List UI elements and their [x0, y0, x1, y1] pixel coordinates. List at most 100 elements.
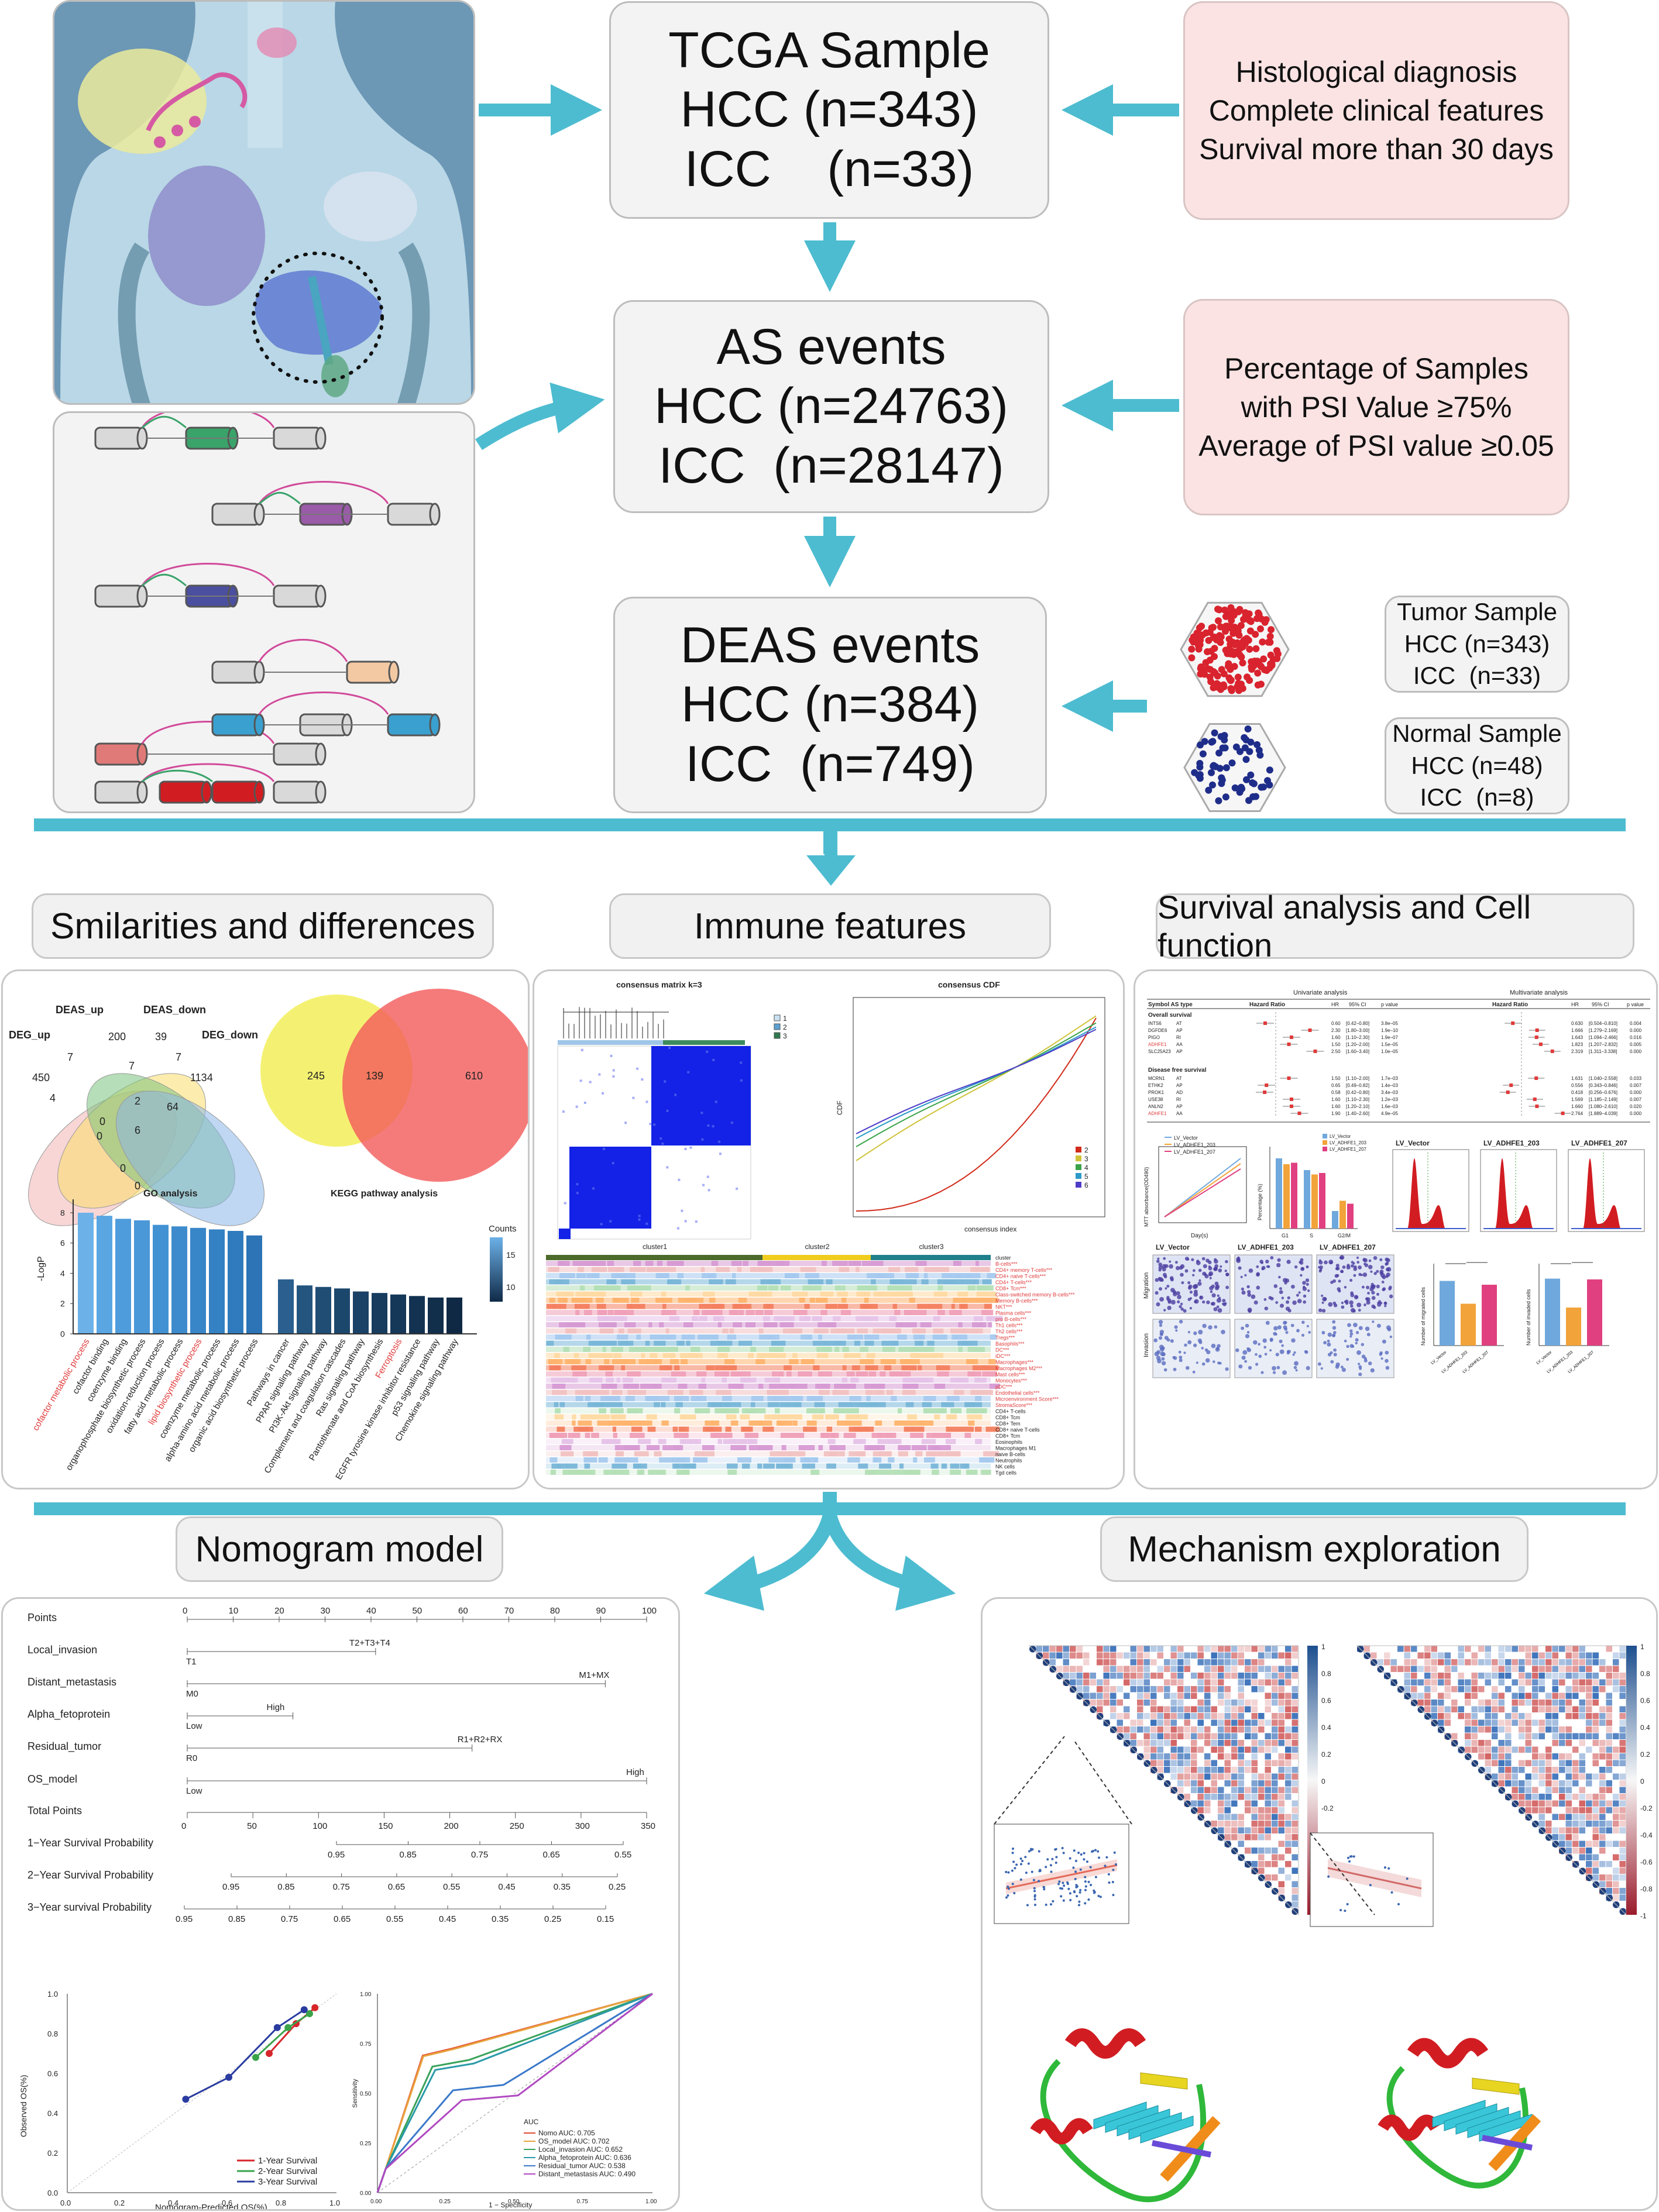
- corr-left-cell: [1278, 1692, 1284, 1699]
- normal-dot: [1205, 786, 1213, 794]
- transwell-cell: [1256, 1285, 1260, 1290]
- corr-left-cell: [1137, 1659, 1143, 1666]
- heat-cell: [950, 1463, 960, 1469]
- heat-cell: [733, 1322, 743, 1327]
- corr-right-cell: [1592, 1733, 1599, 1739]
- year2-axis-label: 0.95: [222, 1882, 239, 1892]
- corr-left-cell: [1211, 1733, 1217, 1739]
- heat-cell: [624, 1322, 636, 1327]
- tumor-dot: [1197, 663, 1205, 670]
- heat-cell: [586, 1334, 591, 1340]
- transwell-cell: [1169, 1260, 1172, 1263]
- matrix-noise: [707, 1189, 710, 1192]
- corr-left-cell: [1204, 1733, 1211, 1739]
- heat-cell: [701, 1377, 705, 1383]
- corr-right-cell: [1525, 1719, 1531, 1726]
- corr-left-cell: [1238, 1827, 1244, 1833]
- tumor-dot: [1257, 625, 1264, 632]
- corr-right-cell: [1619, 1814, 1626, 1820]
- corr-left-cell: [1191, 1760, 1197, 1766]
- corr-right-cell: [1538, 1760, 1545, 1766]
- scatter-point: [1084, 1880, 1087, 1883]
- corr-right-cell: [1559, 1740, 1565, 1746]
- os-row-p: 1.0e–05: [1381, 1049, 1398, 1054]
- transwell-cell: [1366, 1297, 1371, 1302]
- corr-left-cell: [1245, 1800, 1251, 1807]
- tumor-dot: [1230, 611, 1238, 619]
- matrix-noise: [610, 1054, 613, 1057]
- corr-left-cell: [1292, 1746, 1298, 1753]
- corr-left-cell: [1245, 1706, 1251, 1712]
- heat-cell: [662, 1353, 676, 1358]
- corr-left-cell: [1292, 1767, 1298, 1773]
- corr-right-cell: [1505, 1780, 1512, 1787]
- corr-left-cell: [1265, 1666, 1271, 1672]
- corr-left-cell: [1110, 1686, 1117, 1692]
- nomo-hi-label: High: [626, 1767, 644, 1777]
- corr-left-cell: [1124, 1666, 1130, 1672]
- corr-left-cell: [1265, 1773, 1271, 1780]
- heat-cell: [583, 1291, 597, 1297]
- heat-cell: [868, 1371, 877, 1377]
- heat-cell: [724, 1402, 741, 1408]
- corr-left-cell: [1285, 1787, 1292, 1793]
- transwell-cell: [1276, 1365, 1280, 1370]
- calib-line-1: [255, 2013, 310, 2058]
- corr-left-cell: [1197, 1807, 1204, 1814]
- scatter-point: [1062, 1852, 1065, 1855]
- transwell-cell: [1290, 1323, 1294, 1327]
- splice-arc-top-1: [258, 481, 389, 504]
- corr-right-cell: [1424, 1652, 1431, 1659]
- transwell-cell: [1301, 1333, 1305, 1337]
- roc-xtick: 1.00: [645, 2199, 657, 2205]
- heat-row-label: CD8+ Tcm***: [995, 1286, 1026, 1292]
- corr-right-cell: [1592, 1854, 1599, 1860]
- corr-left-cell: [1292, 1800, 1298, 1807]
- heat-cell: [933, 1316, 940, 1322]
- transwell-cell: [1170, 1278, 1174, 1282]
- matrix-noise: [689, 1146, 692, 1149]
- scatter-point: [1083, 1852, 1086, 1855]
- corr-left-cell: [1285, 1760, 1292, 1766]
- scatter-band-0: [1006, 1859, 1117, 1894]
- heat-cell: [759, 1334, 773, 1340]
- heat-cell: [614, 1439, 621, 1444]
- heat-cell: [967, 1285, 976, 1291]
- corr-left-cell: [1258, 1827, 1265, 1833]
- corr-right-cell: [1485, 1760, 1491, 1766]
- corr-left-cell: [1238, 1726, 1244, 1733]
- venn4-count-4: 7: [67, 1051, 73, 1063]
- matrix-noise: [684, 1220, 687, 1223]
- corr-left-cell: [1224, 1686, 1231, 1692]
- transwell-cell: [1341, 1305, 1345, 1309]
- corr-right-cell: [1424, 1679, 1431, 1685]
- corr-right-cell: [1599, 1800, 1606, 1807]
- corr-right-cell: [1572, 1686, 1579, 1692]
- heat-cell: [810, 1470, 820, 1475]
- os-row-mhr: 1.643: [1571, 1035, 1584, 1040]
- heat-cell: [716, 1389, 731, 1395]
- corr-right-cell: [1565, 1666, 1572, 1672]
- heat-cell: [837, 1303, 849, 1309]
- top-flow-arrows: [34, 84, 1626, 854]
- normal-dot: [1243, 776, 1250, 783]
- corr-right-cell: [1592, 1753, 1599, 1760]
- heat-cell: [949, 1414, 957, 1420]
- corr-left-cell: [1076, 1652, 1083, 1659]
- corr-right-cell: [1572, 1767, 1579, 1773]
- matrix-noise: [740, 1079, 743, 1082]
- corr-left-cell: [1245, 1807, 1251, 1814]
- heat-cell: [889, 1316, 897, 1322]
- heat-cell: [678, 1298, 690, 1303]
- heat-cell: [943, 1433, 951, 1438]
- corr-right-cell: [1512, 1706, 1518, 1712]
- corr-right-cell: [1586, 1679, 1592, 1685]
- corr-left-cell: [1170, 1740, 1177, 1746]
- os-row-mci-text: [1.279–2.169]: [1589, 1028, 1617, 1033]
- corr-right-cell: [1559, 1800, 1565, 1807]
- cc-ylabel: Percentage (%): [1257, 1184, 1263, 1220]
- heat-cell: [865, 1402, 878, 1408]
- corr-right-cell: [1512, 1719, 1518, 1726]
- corr-left-cell: [1251, 1733, 1258, 1739]
- transwell-cell: [1170, 1299, 1176, 1305]
